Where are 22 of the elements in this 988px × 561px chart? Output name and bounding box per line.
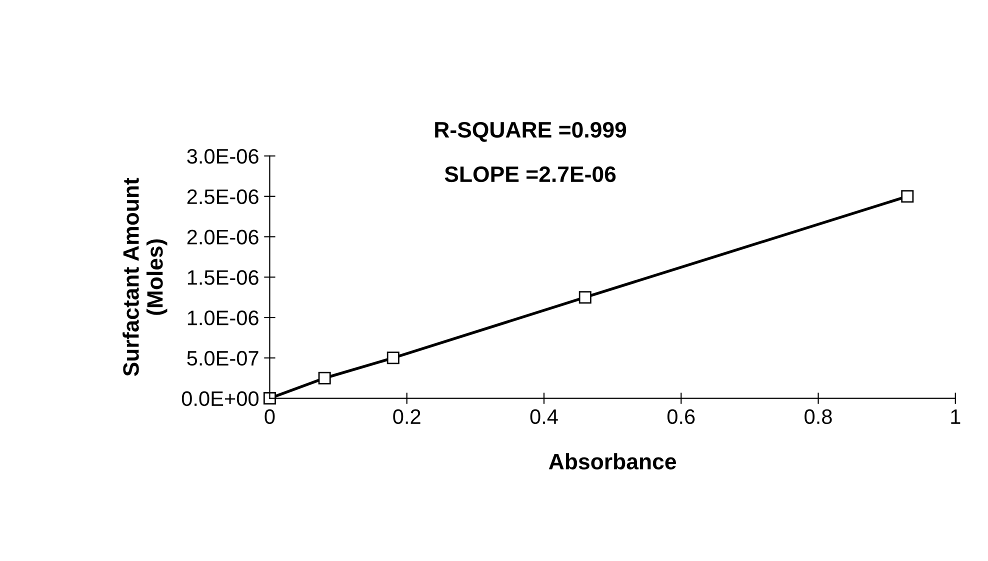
point [901, 190, 914, 203]
y-tick-label: 0.0E+00 [182, 391, 258, 406]
x-tick-label: 0 [264, 409, 275, 424]
x-tick-label: 0.4 [530, 409, 558, 424]
y-axis-title: Surfactant Amount (Moles) [122, 178, 168, 376]
y-tick-label: 1.5E-06 [188, 270, 258, 285]
point [263, 392, 276, 405]
x-tick-label: 1 [951, 409, 960, 424]
y-tick-label: 3.0E-06 [187, 148, 258, 164]
y-tick-label: 2.5E-06 [187, 189, 258, 204]
x-axis-title: Absorbance [548, 453, 676, 470]
x-tick-label: 0.2 [393, 409, 420, 424]
y-tick-label: 1.0E-06 [188, 310, 258, 326]
point [386, 352, 400, 364]
annotation: SLOPE =2.7E-06 [444, 166, 616, 182]
text: R-SQUARE =0.999 [435, 122, 626, 142]
point [318, 372, 331, 384]
x-tick-label: 0.6 [667, 409, 695, 424]
y-tick-label: 2.0E-06 [187, 230, 258, 244]
x-tick-label: 0.8 [804, 409, 832, 424]
point [578, 291, 592, 304]
y-tick-label: 5.0E-07 [187, 350, 258, 366]
